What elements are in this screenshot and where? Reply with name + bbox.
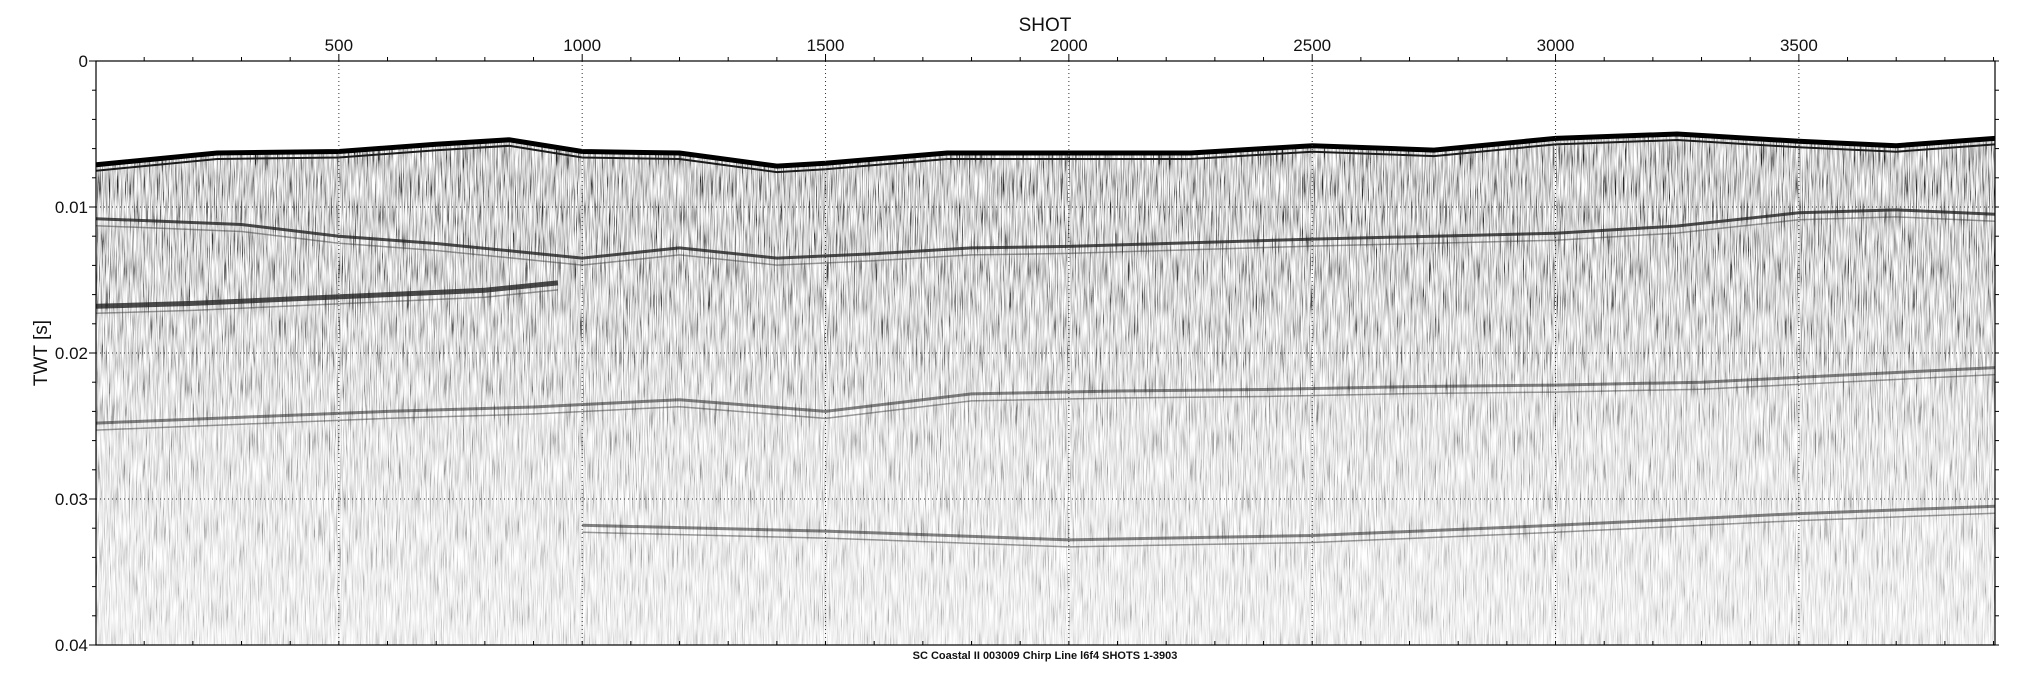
seafloor-reflector-lower xyxy=(96,138,1995,174)
reflector-4-echo xyxy=(582,512,1995,548)
chart-caption: SC Coastal II 003009 Chirp Line l6f4 SHO… xyxy=(913,650,1178,662)
seafloor-reflector xyxy=(96,131,1995,169)
plot-area xyxy=(96,61,1995,645)
y-tick-label: 0.01 xyxy=(55,198,88,217)
y-tick-label: 0.03 xyxy=(55,490,88,509)
reflector-2-echo xyxy=(96,289,558,315)
x-axis: 500 1000 1500 2000 2500 3000 3500 xyxy=(143,36,1995,645)
x-tick-label: 2000 xyxy=(1050,36,1088,55)
x-tick-label: 1000 xyxy=(563,36,601,55)
x-tick-label: 500 xyxy=(325,36,353,55)
reflector-3 xyxy=(96,366,1995,425)
x-axis-title: SHOT xyxy=(1019,15,1072,36)
grid-lines xyxy=(96,61,1995,645)
x-tick-label: 3000 xyxy=(1537,36,1575,55)
reflector-1-echo xyxy=(96,216,1995,266)
x-tick-label: 3500 xyxy=(1780,36,1818,55)
y-axis-title: TWT [s] xyxy=(31,320,52,386)
y-tick-label: 0.04 xyxy=(55,636,88,655)
y-tick-label: 0 xyxy=(79,52,88,71)
reflector-2 xyxy=(96,280,559,309)
x-tick-label: 1500 xyxy=(807,36,845,55)
y-axis: 0 0.01 0.02 0.03 0.04 xyxy=(55,52,1999,655)
reflector-1 xyxy=(96,208,1995,260)
reflectors-group xyxy=(96,208,1995,548)
x-tick-label: 2500 xyxy=(1293,36,1331,55)
y-tick-label: 0.02 xyxy=(55,344,88,363)
reflector-3-echo xyxy=(96,373,1995,431)
